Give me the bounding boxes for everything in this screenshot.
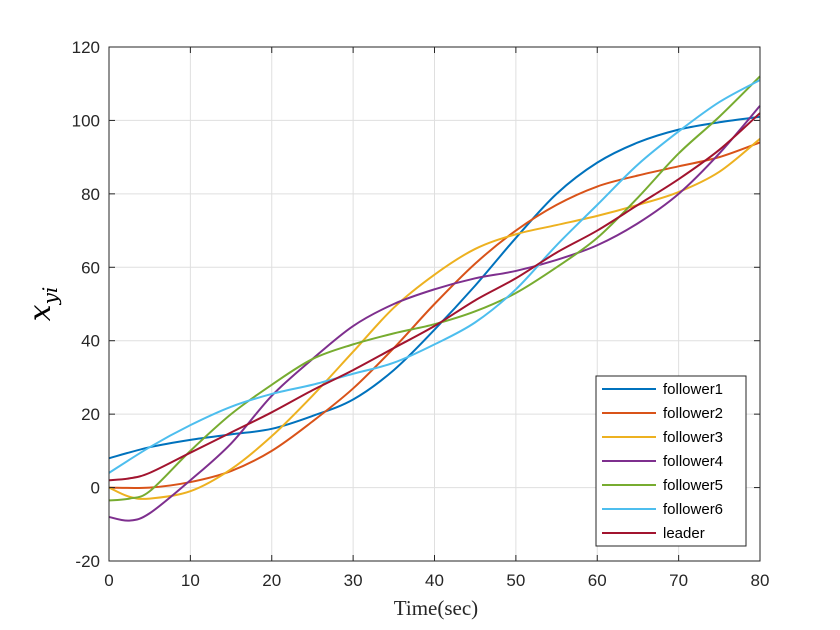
x-tick-label: 70 — [669, 571, 688, 590]
x-axis-label: Time(sec) — [394, 596, 478, 620]
legend-label-follower1: follower1 — [663, 381, 723, 398]
y-axis-label-main: x — [23, 304, 58, 321]
legend: follower1 follower2 follower3 follower4 foll… — [595, 375, 747, 547]
series-line-leader — [108, 112, 761, 482]
y-tick-label: 100 — [72, 111, 100, 130]
legend-label-follower4: follower4 — [663, 453, 723, 470]
x-tick-label: 50 — [506, 571, 525, 590]
series-line-follower1 — [108, 115, 761, 460]
series-lines — [108, 75, 761, 522]
x-tick-label: 80 — [751, 571, 770, 590]
axis-ticks — [108, 46, 761, 562]
x-tick-label: 40 — [425, 571, 444, 590]
x-tick-label: 30 — [344, 571, 363, 590]
series-line-follower6 — [108, 79, 761, 474]
y-axis-label-sub: yi — [38, 287, 62, 306]
y-axis-label: xyi — [23, 287, 62, 322]
legend-label-follower6: follower6 — [663, 501, 723, 518]
y-tick-label: 20 — [81, 405, 100, 424]
series-line-follower4 — [108, 105, 761, 522]
x-tick-label: 0 — [104, 571, 113, 590]
legend-label-follower3: follower3 — [663, 429, 723, 446]
legend-label-follower5: follower5 — [663, 477, 723, 494]
y-tick-label: 60 — [81, 258, 100, 277]
y-tick-label: 40 — [81, 332, 100, 351]
x-tick-label: 60 — [588, 571, 607, 590]
legend-label-follower2: follower2 — [663, 405, 723, 422]
y-tick-label: 0 — [91, 479, 100, 498]
y-tick-label: 120 — [72, 38, 100, 57]
series-line-follower2 — [108, 141, 761, 489]
y-tick-label: 80 — [81, 185, 100, 204]
legend-label-leader: leader — [663, 525, 705, 542]
y-tick-label: -20 — [75, 552, 100, 571]
x-tick-label: 20 — [262, 571, 281, 590]
x-tick-label: 10 — [181, 571, 200, 590]
